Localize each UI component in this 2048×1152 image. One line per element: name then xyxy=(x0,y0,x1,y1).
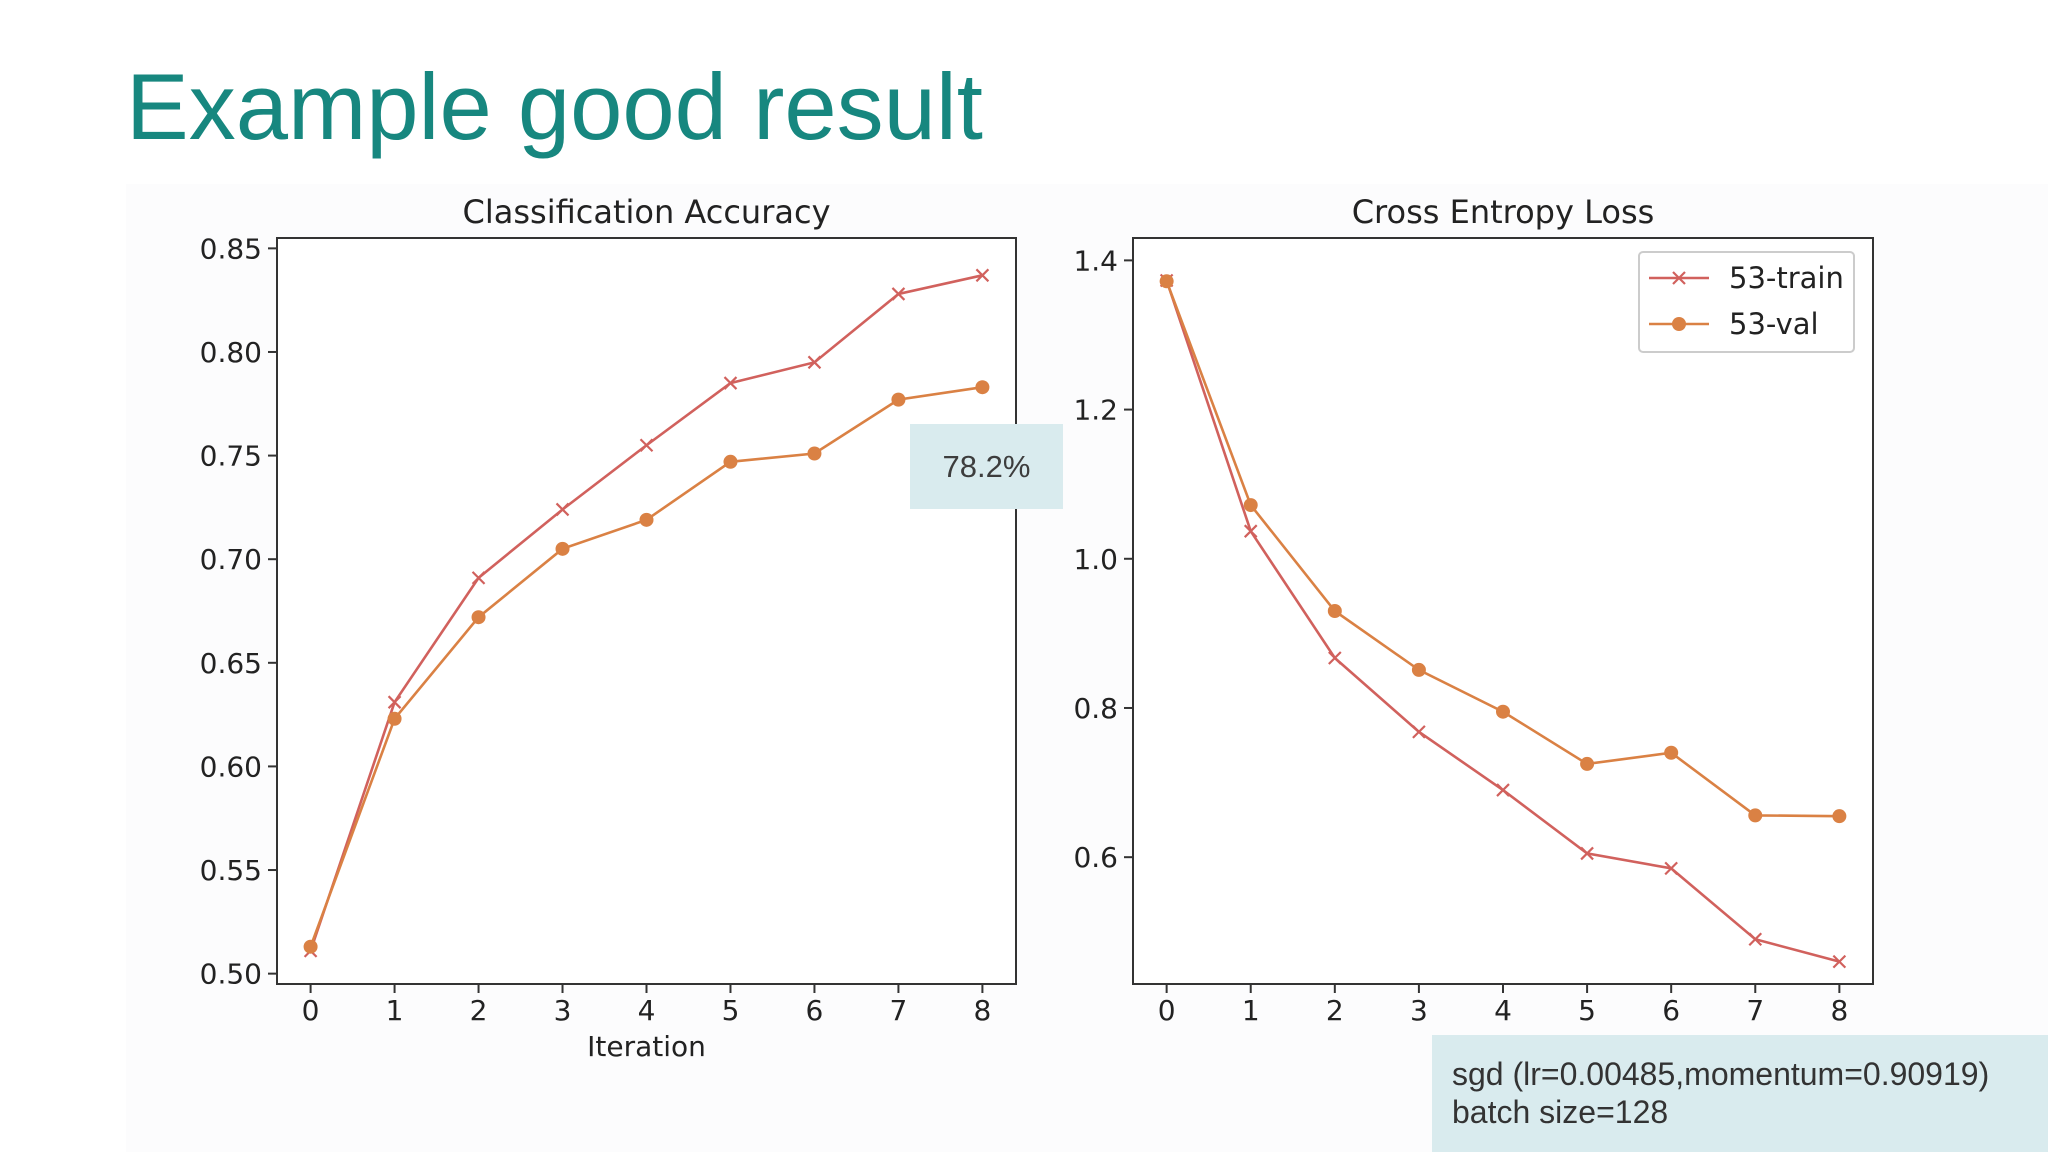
accuracy-y-tick-label: 0.60 xyxy=(200,750,262,783)
accuracy-y-tick-label: 0.85 xyxy=(200,232,262,265)
accuracy-point-53-val xyxy=(975,380,990,395)
loss-legend-marker xyxy=(1672,271,1686,285)
accuracy-x-tick-label: 5 xyxy=(722,994,740,1027)
loss-x-tick-label: 0 xyxy=(1158,994,1176,1027)
loss-point-53-val xyxy=(1496,704,1510,719)
accuracy-x-tick-label: 7 xyxy=(890,994,908,1027)
loss-x-tick-label: 8 xyxy=(1830,994,1848,1027)
accuracy-y-tick-label: 0.55 xyxy=(200,854,262,887)
loss-x-tick-label: 2 xyxy=(1326,994,1344,1027)
accuracy-point-53-train xyxy=(807,355,822,370)
loss-point-53-train xyxy=(1664,861,1678,876)
accuracy-point-53-val xyxy=(891,392,906,407)
batch-size-text: batch size=128 xyxy=(1452,1094,1669,1130)
loss-point-53-train xyxy=(1832,954,1847,969)
accuracy-x-axis-label: Iteration xyxy=(587,1030,706,1063)
loss-legend-label: 53-train xyxy=(1729,261,1844,295)
loss-y-tick-label: 1.0 xyxy=(1073,543,1118,576)
hyperparameter-note: sgd (lr=0.00485,momentum=0.90919) batch … xyxy=(1432,1035,2048,1152)
loss-point-53-train xyxy=(1328,651,1342,665)
loss-legend-marker xyxy=(1672,317,1686,331)
accuracy-x-tick-label: 0 xyxy=(302,994,320,1027)
accuracy-point-53-val xyxy=(471,610,486,625)
accuracy-y-tick-label: 0.80 xyxy=(200,336,262,369)
accuracy-point-53-train xyxy=(639,438,654,452)
loss-point-53-train xyxy=(1748,932,1763,947)
accuracy-chart: Classification Accuracy 0.50 0.55 0.60 0.65 0… xyxy=(200,193,1017,1063)
accuracy-point-53-train xyxy=(387,695,402,709)
accuracy-x-tick-label: 4 xyxy=(638,994,656,1027)
accuracy-point-53-val xyxy=(387,711,402,726)
loss-point-53-train xyxy=(1580,846,1594,861)
accuracy-x-tick-label: 3 xyxy=(554,994,572,1027)
loss-point-53-val xyxy=(1832,809,1847,824)
accuracy-point-53-val xyxy=(555,541,570,556)
loss-x-tick-label: 4 xyxy=(1494,994,1512,1027)
loss-point-53-val xyxy=(1327,604,1342,618)
accuracy-point-53-train xyxy=(723,376,738,390)
loss-point-53-train xyxy=(1412,725,1426,739)
loss-chart: Cross Entropy Loss 0.6 0.8 1.0 1.2 1.4 0 1 2 3 4 5 6… xyxy=(1073,193,1874,1027)
loss-point-53-train xyxy=(1496,783,1510,797)
loss-point-53-train xyxy=(1243,524,1258,538)
accuracy-point-53-train xyxy=(555,502,570,517)
loss-point-53-val xyxy=(1664,745,1679,760)
loss-y-tick-label: 0.6 xyxy=(1073,841,1118,874)
accuracy-x-tick-label: 1 xyxy=(386,994,404,1027)
accuracy-point-53-val xyxy=(723,454,738,469)
accuracy-point-53-train xyxy=(891,287,906,301)
accuracy-x-tick-label: 6 xyxy=(806,994,824,1027)
loss-point-53-val xyxy=(1411,662,1426,677)
accuracy-y-tick-label: 0.65 xyxy=(200,647,262,680)
accuracy-y-tick-label: 0.75 xyxy=(200,440,262,473)
accuracy-point-53-train xyxy=(975,268,990,283)
slide-title: Example good result xyxy=(126,54,983,159)
loss-point-53-val xyxy=(1748,808,1763,823)
accuracy-point-53-val xyxy=(639,512,654,527)
loss-y-tick-label: 1.4 xyxy=(1073,244,1118,277)
accuracy-chart-title: Classification Accuracy xyxy=(463,193,831,231)
accuracy-point-53-val xyxy=(807,446,822,461)
loss-point-53-val xyxy=(1243,498,1258,513)
loss-chart-title: Cross Entropy Loss xyxy=(1352,193,1655,231)
accuracy-callout: 78.2% xyxy=(910,424,1063,509)
loss-point-53-val xyxy=(1159,274,1174,289)
optimizer-text: sgd (lr=0.00485,momentum=0.90919) xyxy=(1452,1056,1990,1092)
accuracy-point-53-val xyxy=(303,939,318,954)
loss-legend-label: 53-val xyxy=(1729,307,1819,341)
loss-y-tick-label: 0.8 xyxy=(1073,692,1118,725)
accuracy-x-tick-label: 2 xyxy=(470,994,488,1027)
loss-x-tick-label: 6 xyxy=(1662,994,1680,1027)
loss-plot-frame xyxy=(1132,237,1874,985)
loss-point-53-val xyxy=(1580,756,1595,771)
accuracy-x-tick-label: 8 xyxy=(973,994,991,1027)
loss-x-tick-label: 5 xyxy=(1578,994,1596,1027)
loss-x-tick-label: 7 xyxy=(1746,994,1764,1027)
accuracy-plot-frame xyxy=(276,237,1017,985)
loss-x-tick-label: 1 xyxy=(1242,994,1260,1027)
loss-x-tick-label: 3 xyxy=(1410,994,1428,1027)
accuracy-point-53-train xyxy=(471,571,486,585)
accuracy-y-tick-label: 0.50 xyxy=(200,958,262,991)
accuracy-y-tick-label: 0.70 xyxy=(200,543,262,576)
loss-y-tick-label: 1.2 xyxy=(1073,394,1118,427)
